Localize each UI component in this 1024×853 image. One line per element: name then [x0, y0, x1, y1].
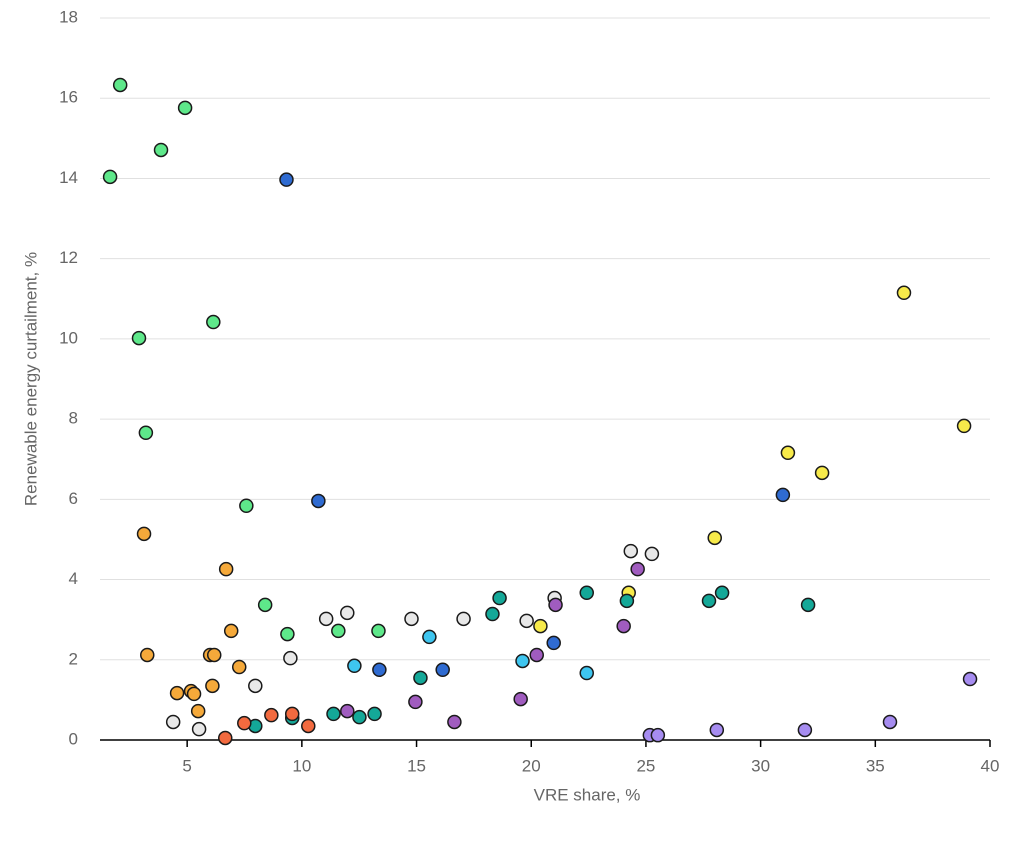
y-tick-label: 8 [69, 409, 78, 428]
point [882, 714, 898, 730]
point [413, 670, 428, 686]
point [239, 498, 254, 514]
point [264, 707, 279, 723]
x-tick-label: 40 [981, 756, 1000, 775]
point [579, 585, 594, 601]
point [800, 597, 816, 613]
x-tick-label: 15 [407, 756, 426, 775]
point [492, 590, 507, 606]
y-tick-label: 2 [69, 649, 78, 668]
point [205, 678, 220, 694]
y-axis-label: Renewable energy curtailment, % [21, 252, 40, 506]
point [318, 611, 334, 627]
point [709, 722, 725, 738]
point [140, 647, 155, 663]
y-tick-label: 16 [59, 88, 78, 107]
point [372, 662, 387, 678]
point [371, 623, 386, 639]
x-tick-label: 30 [751, 756, 770, 775]
point [422, 629, 437, 645]
point [190, 703, 206, 719]
y-tick-label: 12 [59, 248, 78, 267]
point [896, 285, 912, 301]
point [962, 671, 978, 687]
point [136, 526, 152, 542]
point [780, 445, 796, 461]
point [326, 706, 341, 722]
point [102, 169, 118, 185]
point [331, 623, 346, 639]
y-tick-label: 0 [69, 729, 78, 748]
x-tick-label: 5 [182, 756, 191, 775]
x-tick-label: 20 [522, 756, 541, 775]
point [435, 662, 450, 678]
point [257, 597, 273, 613]
point [283, 650, 298, 666]
y-tick-label: 6 [69, 489, 78, 508]
point [279, 172, 294, 187]
point [616, 618, 631, 634]
point [153, 142, 169, 158]
point [169, 685, 185, 701]
point [131, 330, 147, 346]
x-tick-label: 25 [636, 756, 655, 775]
point [404, 611, 419, 627]
point [237, 715, 252, 731]
point [112, 77, 128, 93]
point [650, 727, 666, 743]
point [347, 658, 362, 674]
x-tick-label: 10 [292, 756, 311, 775]
point [548, 597, 563, 613]
point [644, 546, 660, 562]
y-tick-label: 10 [59, 328, 78, 347]
point [367, 706, 382, 722]
point [223, 623, 239, 639]
point [191, 721, 207, 737]
point [533, 618, 548, 634]
point [579, 665, 594, 681]
point [340, 605, 355, 621]
point [797, 722, 813, 738]
point [177, 100, 193, 116]
point [186, 686, 202, 702]
point [340, 703, 355, 719]
point [519, 613, 534, 629]
point [515, 653, 530, 669]
point [956, 418, 972, 434]
y-tick-label: 14 [59, 168, 78, 187]
point [701, 593, 717, 609]
point [714, 585, 730, 601]
point [352, 709, 367, 725]
point [630, 561, 645, 577]
point [546, 635, 561, 651]
point [619, 593, 635, 609]
point [138, 425, 154, 440]
point [814, 465, 830, 481]
point [447, 714, 462, 730]
y-tick-label: 18 [59, 7, 78, 26]
point [456, 611, 471, 627]
point [217, 730, 233, 746]
point [284, 706, 300, 722]
point [280, 626, 295, 642]
point [301, 718, 316, 734]
point [775, 487, 791, 503]
point [623, 543, 639, 559]
point [529, 647, 544, 663]
point [408, 694, 423, 710]
point [707, 530, 722, 546]
x-tick-label: 35 [866, 756, 885, 775]
point [218, 561, 234, 577]
point [248, 678, 263, 694]
point [513, 691, 528, 707]
point [206, 314, 221, 330]
point [485, 606, 500, 622]
point [206, 647, 222, 663]
x-axis-label: VRE share, % [534, 785, 641, 804]
y-tick-label: 4 [69, 569, 78, 588]
point [231, 659, 247, 675]
point [165, 714, 181, 730]
point [311, 493, 326, 509]
